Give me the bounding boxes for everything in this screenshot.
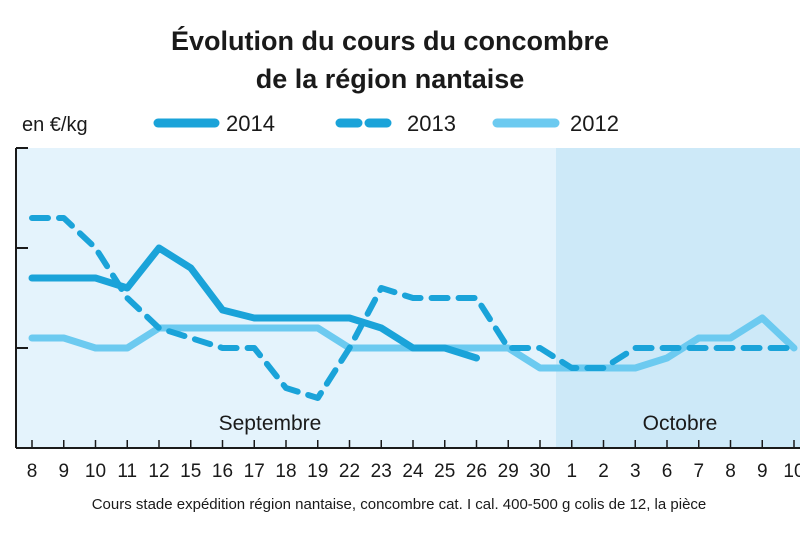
month-labels: Septembre Octobre bbox=[219, 412, 718, 435]
x-tick-label-0: 8 bbox=[27, 461, 38, 482]
x-tick-label-11: 23 bbox=[371, 461, 392, 482]
y-axis-label: en €/kg bbox=[22, 114, 88, 136]
chart-title-line1: Évolution du cours du concombre bbox=[171, 25, 609, 56]
x-tick-label-12: 24 bbox=[402, 461, 424, 482]
x-tick-label-24: 10 bbox=[783, 461, 800, 482]
x-tick-label-22: 8 bbox=[725, 461, 736, 482]
x-tick-label-16: 30 bbox=[529, 461, 550, 482]
x-tick-label-2: 10 bbox=[85, 461, 106, 482]
legend-label-2013: 2013 bbox=[407, 111, 456, 136]
x-tick-label-3: 11 bbox=[117, 461, 137, 482]
x-tick-label-9: 19 bbox=[307, 461, 328, 482]
x-tick-label-4: 12 bbox=[148, 461, 169, 482]
axes bbox=[15, 147, 800, 449]
footnote: Cours stade expédition région nantaise, … bbox=[92, 496, 707, 513]
month-label-0: Septembre bbox=[219, 412, 322, 435]
x-tick-label-23: 9 bbox=[757, 461, 768, 482]
series-line-2013 bbox=[29, 215, 797, 401]
series-line-2014 bbox=[28, 244, 480, 362]
x-tick-label-7: 17 bbox=[244, 461, 265, 482]
x-tick-label-5: 15 bbox=[180, 461, 201, 482]
month-label-1: Octobre bbox=[643, 412, 718, 435]
chart-title-line2: de la région nantaise bbox=[256, 64, 525, 94]
series-layer bbox=[28, 215, 798, 401]
x-tick-label-21: 7 bbox=[693, 461, 704, 482]
x-tick-label-13: 25 bbox=[434, 461, 455, 482]
x-tick-label-18: 2 bbox=[598, 461, 609, 482]
x-tick-label-1: 9 bbox=[58, 461, 69, 482]
x-tick-label-15: 29 bbox=[498, 461, 519, 482]
x-tick-label-17: 1 bbox=[566, 461, 577, 482]
x-tick-labels: 8 9 10 11 12 15 16 17 18 19 22 23 24 25 26 29 30 1 2 3 6 7 8 9 1… bbox=[27, 461, 800, 482]
x-tick-label-19: 3 bbox=[630, 461, 641, 482]
legend: 2014 2013 2012 bbox=[153, 111, 619, 136]
legend-label-2012: 2012 bbox=[570, 111, 619, 136]
legend-label-2014: 2014 bbox=[226, 111, 275, 136]
october-background bbox=[555, 148, 800, 448]
x-tick-label-20: 6 bbox=[662, 461, 673, 482]
x-tick-label-8: 18 bbox=[275, 461, 296, 482]
x-tick-label-6: 16 bbox=[212, 461, 233, 482]
x-tick-label-14: 26 bbox=[466, 461, 487, 482]
x-tick-label-10: 22 bbox=[339, 461, 360, 482]
